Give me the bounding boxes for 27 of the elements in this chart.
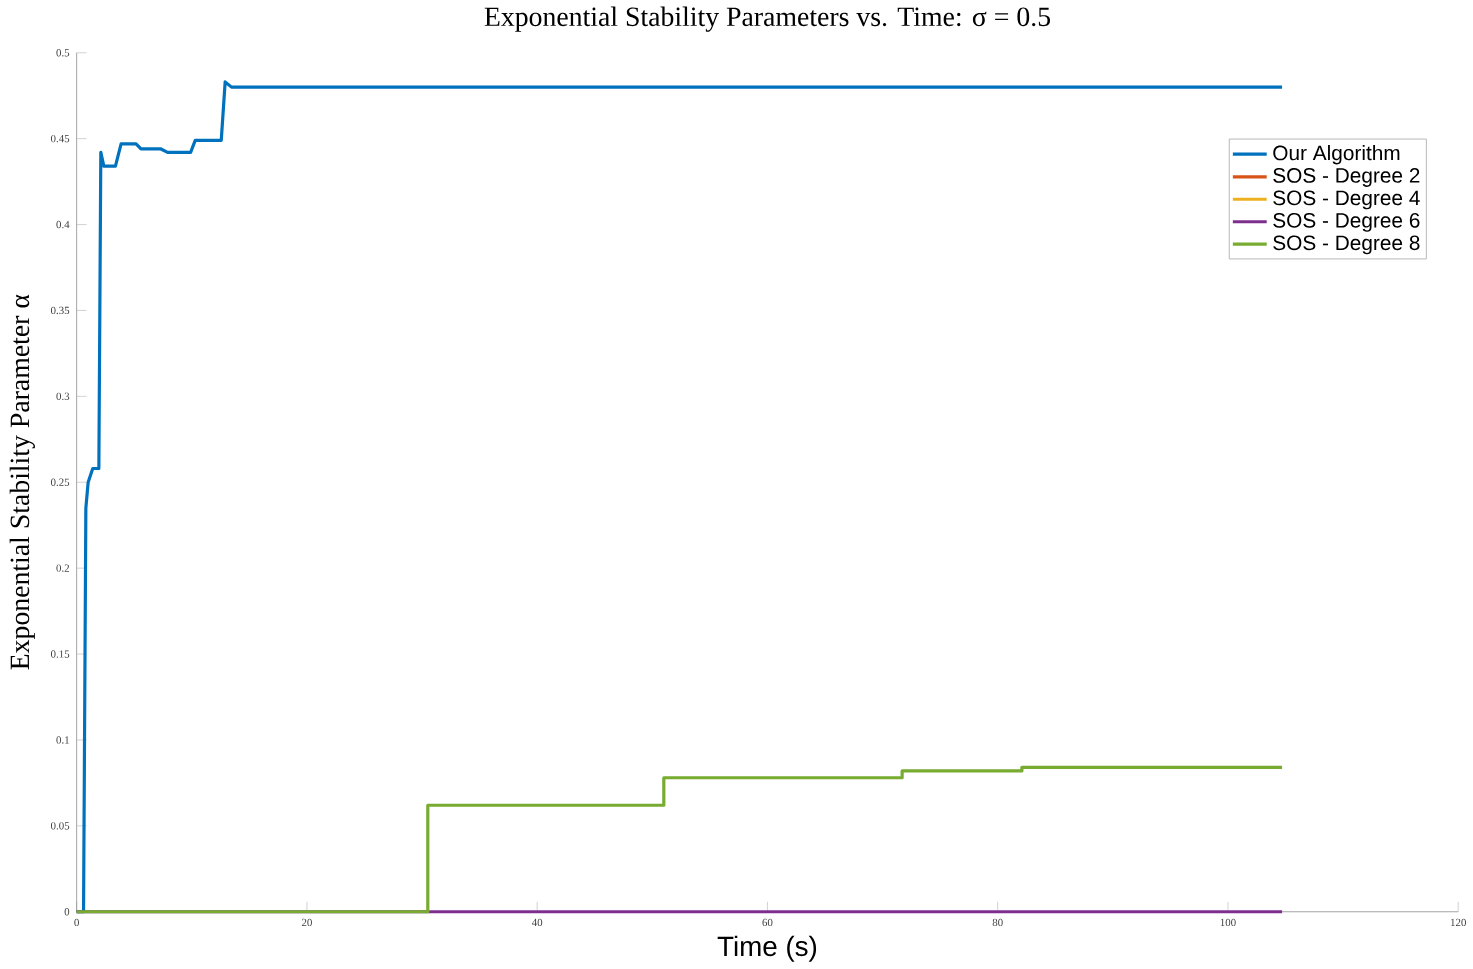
y-tick-label: 0.4 (56, 220, 70, 229)
legend-label: SOS - Degree 4 (1273, 190, 1420, 210)
legend-label: Our Algorithm (1273, 144, 1400, 165)
x-tick-label: 0 (74, 918, 79, 926)
y-tick-label: 0.1 (56, 736, 69, 744)
x-tick-label: 100 (1220, 918, 1236, 926)
y-tick-label: 0.15 (50, 650, 70, 658)
y-tick-label: 0.3 (56, 392, 70, 400)
chart-title: Exponential Stability Parameters vs. Time: σ = 0.5 (484, 6, 1050, 32)
x-tick-label: 60 (762, 918, 773, 926)
y-axis-title: Exponential Stability Parameter α (9, 294, 35, 670)
line-series (75, 765, 1284, 914)
x-tick-label: 20 (301, 918, 312, 926)
y-tick-label: 0.45 (50, 134, 70, 143)
x-tick-label: 120 (1451, 918, 1466, 926)
y-tick-label: 0.2 (56, 564, 70, 572)
y-tick-label: 0 (64, 907, 70, 916)
y-tick-label: 0.5 (56, 48, 70, 57)
legend-label: SOS - Degree 8 (1273, 235, 1420, 255)
y-tick-label: 0.35 (50, 306, 70, 314)
x-tick-label: 80 (992, 918, 1003, 926)
x-axis-title: Time (s) (717, 935, 817, 962)
y-tick-label: 0.25 (50, 478, 70, 486)
x-tick-label: 40 (531, 918, 543, 926)
legend-label: SOS - Degree 2 (1273, 167, 1420, 187)
legend-label: SOS - Degree 6 (1273, 212, 1420, 232)
y-tick-label: 0.05 (50, 821, 70, 830)
